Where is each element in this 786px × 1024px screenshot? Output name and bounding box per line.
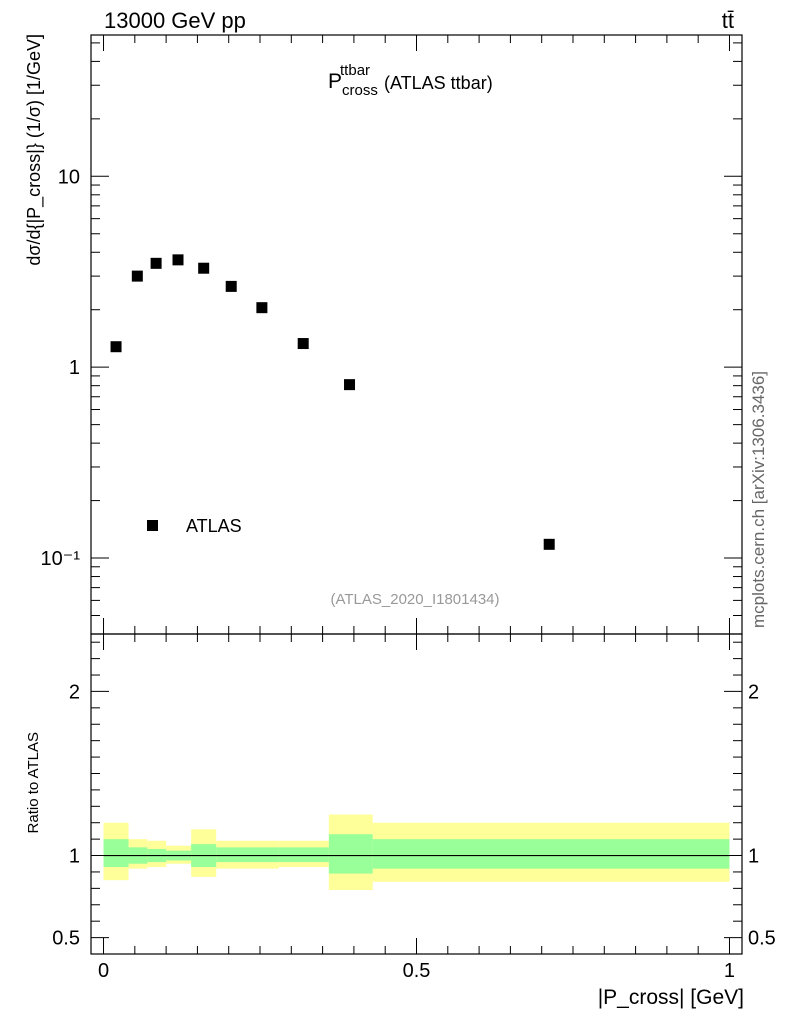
legend-label: ATLAS (186, 516, 242, 536)
plot-title-sub: cross (342, 82, 378, 99)
legend-marker (147, 520, 158, 531)
x-tick-label-0: 0 (98, 960, 109, 982)
ratio-inner-band-8 (328, 834, 373, 874)
ratio-y-tick-label-left-0: 2 (69, 681, 80, 703)
data-point-6 (256, 302, 268, 314)
data-point-8 (344, 379, 356, 391)
ratio-inner-band-7 (278, 847, 329, 863)
analysis-label: (ATLAS_2020_I1801434) (330, 591, 499, 608)
process-label: tt̄ (722, 8, 734, 33)
x-tick-label-1: 0.5 (403, 960, 431, 982)
data-point-0 (110, 341, 122, 353)
ratio-inner-band-9 (372, 839, 730, 869)
ratio-y-axis-label: Ratio to ATLAS (25, 732, 42, 833)
axes-ticks: 0 0.5 1 10 1 10⁻¹ 2 2 1 1 0.5 0.5 (41, 35, 776, 982)
x-tick-label-2: 1 (724, 960, 735, 982)
ratio-y-tick-label-right-1: 1 (748, 846, 759, 868)
ratio-plot-frame (90, 633, 743, 955)
ratio-inner-band-0 (103, 839, 129, 868)
top-plot-frame (90, 34, 743, 635)
top-y-tick-label-1: 1 (69, 357, 80, 379)
ratio-y-tick-label-right-2: 0.5 (748, 928, 776, 950)
data-point-3 (172, 254, 184, 266)
top-y-axis-label: dσ/d{|P_cross|} (1/σ) [1/GeV] (24, 34, 45, 266)
plot-title: Pttbar (328, 62, 370, 93)
data-point-1 (131, 270, 143, 282)
energy-label: 13000 GeV pp (104, 8, 246, 33)
data-point-5 (225, 280, 237, 292)
top-y-tick-label-2: 10⁻¹ (41, 548, 81, 570)
ratio-bands (103, 814, 730, 890)
ratio-inner-band-5 (216, 847, 248, 863)
x-axis-label: |P_cross| [GeV] (598, 986, 744, 1009)
data-point-4 (198, 262, 210, 274)
ratio-inner-band-6 (247, 847, 279, 863)
data-point-7 (297, 338, 309, 350)
plot-title-sup: ttbar (340, 62, 370, 79)
data-point-2 (150, 257, 162, 269)
plot-title-suffix: (ATLAS ttbar) (384, 73, 493, 93)
plot-title-main: P (328, 70, 342, 93)
data-point-9 (543, 538, 555, 550)
side-label: mcplots.cern.ch [arXiv:1306.3436] (749, 371, 768, 628)
ratio-y-tick-label-left-2: 0.5 (52, 928, 80, 950)
ratio-y-tick-label-right-0: 2 (748, 681, 759, 703)
ratio-y-tick-label-left-1: 1 (69, 846, 80, 868)
data-markers (110, 254, 555, 550)
top-y-tick-label-0: 10 (58, 166, 80, 188)
